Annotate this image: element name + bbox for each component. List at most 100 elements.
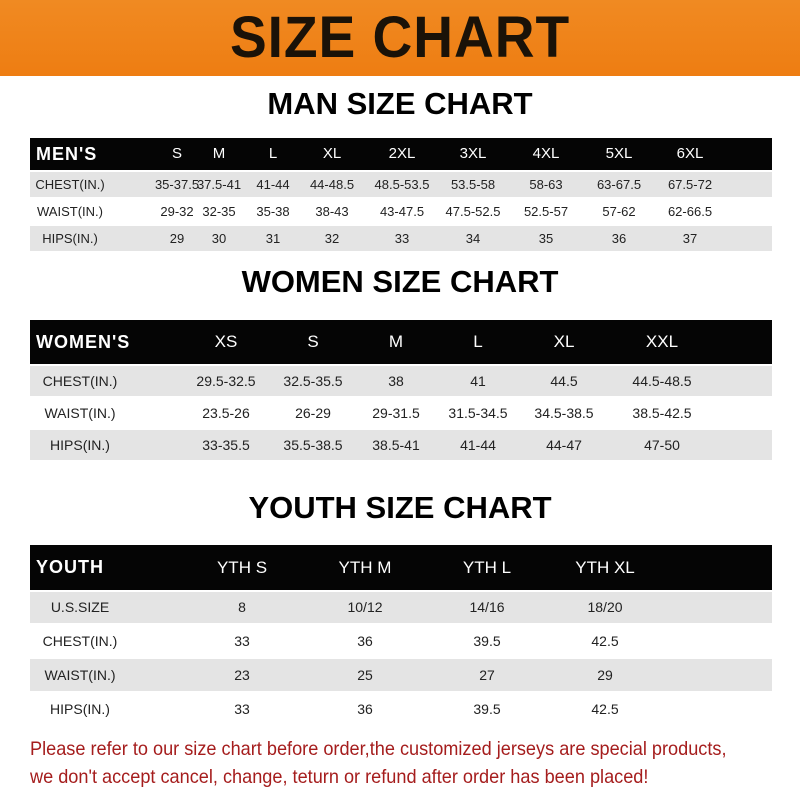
- notice-line-1: Please refer to our size chart before or…: [30, 738, 727, 760]
- table-cell: 37.5-41: [196, 177, 242, 192]
- size-header: XL: [322, 145, 342, 162]
- table-row: HIPS(IN.) 29 30 31 32 33 34 35 36 37: [30, 226, 772, 251]
- table-cell: 33: [234, 633, 250, 649]
- table-cell: 33-35.5: [202, 437, 250, 453]
- section-title: WOMEN SIZE CHART: [241, 264, 559, 299]
- size-header: XL: [553, 332, 575, 351]
- table-row: HIPS(IN.) 33-35.5 35.5-38.5 38.5-41 41-44 44-…: [30, 430, 772, 460]
- table-cell: 36: [357, 701, 373, 717]
- table-row: U.S.SIZE 8 10/12 14/16 18/20: [30, 592, 772, 623]
- table-cell: 41-44: [256, 177, 290, 192]
- size-header: YTH L: [462, 558, 512, 577]
- table-header-row: WOMEN'S XS S M L XL XXL: [30, 320, 772, 364]
- table-row: HIPS(IN.) 33 36 39.5 42.5: [30, 693, 772, 725]
- table-cell: 30: [211, 231, 227, 246]
- table-row: WAIST(IN.) 23 25 27 29: [30, 659, 772, 691]
- table-cell: 29.5-32.5: [196, 373, 256, 389]
- size-header: YTH M: [338, 558, 392, 577]
- row-label: CHEST(IN.): [35, 177, 105, 192]
- table-cell: 31: [265, 231, 281, 246]
- header-label: WOMEN'S: [36, 332, 131, 352]
- size-table: WOMEN'S XS S M L XL XXL CHEST(IN.) 29.5-32.5 32.5…: [30, 320, 772, 460]
- table-cell: 27: [479, 667, 495, 683]
- table-cell: 39.5: [473, 701, 501, 717]
- header-label: MEN'S: [36, 144, 98, 164]
- table-cell: 52.5-57: [523, 204, 569, 219]
- table-cell: 34.5-38.5: [534, 405, 594, 421]
- size-header: M: [388, 332, 404, 351]
- table-cell: 29: [169, 231, 185, 246]
- table-cell: 35.5-38.5: [283, 437, 343, 453]
- table-cell: 23.5-26: [202, 405, 250, 421]
- notice: Please refer to our size chart before or…: [30, 735, 737, 791]
- table-cell: 62-66.5: [667, 204, 713, 219]
- table-cell: 67.5-72: [667, 177, 713, 192]
- size-header: YTH S: [216, 558, 268, 577]
- table-cell: 34: [465, 231, 481, 246]
- table-cell: 37: [682, 231, 698, 246]
- table-cell: 44-47: [546, 437, 582, 453]
- table-cell: 38: [388, 373, 404, 389]
- table-cell: 29: [597, 667, 613, 683]
- table-cell: 18/20: [587, 599, 623, 615]
- size-table: YOUTH YTH S YTH M YTH L YTH XL U.S.SIZE 8 10/12…: [30, 545, 772, 725]
- table-cell: 36: [611, 231, 627, 246]
- table-cell: 32: [324, 231, 340, 246]
- table-cell: 33: [394, 231, 410, 246]
- table-row: CHEST(IN.) 33 36 39.5 42.5: [30, 625, 772, 657]
- table-cell: 23: [234, 667, 250, 683]
- table-cell: 44.5-48.5: [632, 373, 692, 389]
- table-cell: 29-31.5: [372, 405, 420, 421]
- size-header: 3XL: [459, 145, 487, 162]
- table-cell: 35: [538, 231, 554, 246]
- table-cell: 63-67.5: [596, 177, 642, 192]
- row-label: CHEST(IN.): [42, 373, 118, 389]
- size-header: M: [212, 145, 226, 162]
- table-row: WAIST(IN.) 29-32 32-35 35-38 38-43 43-47.5 47.…: [30, 199, 772, 224]
- table-cell: 14/16: [469, 599, 505, 615]
- row-label: WAIST(IN.): [44, 405, 116, 421]
- row-label: HIPS(IN.): [50, 437, 110, 453]
- table-cell: 26-29: [295, 405, 331, 421]
- table-header-row: MEN'S S M L XL 2XL 3XL 4XL 5XL 6XL: [30, 138, 772, 170]
- table-cell: 41: [470, 373, 486, 389]
- section-title: YOUTH SIZE CHART: [248, 490, 552, 525]
- table-cell: 44.5: [550, 373, 578, 389]
- table-cell: 10/12: [347, 599, 383, 615]
- size-header: S: [307, 332, 319, 351]
- table-cell: 41-44: [460, 437, 496, 453]
- table-row: CHEST(IN.) 29.5-32.5 32.5-35.5 38 41 44.5 44.5…: [30, 366, 772, 396]
- table-cell: 42.5: [591, 633, 619, 649]
- table-cell: 38.5-41: [372, 437, 420, 453]
- size-header: 4XL: [532, 145, 560, 162]
- table-cell: 57-62: [602, 204, 636, 219]
- row-label: WAIST(IN.): [37, 204, 103, 219]
- size-header: 5XL: [605, 145, 633, 162]
- table-cell: 35-38: [256, 204, 290, 219]
- section-title: MAN SIZE CHART: [267, 86, 533, 121]
- table-row: WAIST(IN.) 23.5-26 26-29 29-31.5 31.5-34.5 34…: [30, 398, 772, 428]
- table-cell: 53.5-58: [450, 177, 496, 192]
- banner-title: SIZE CHART: [229, 5, 571, 70]
- table-header-row: YOUTH YTH S YTH M YTH L YTH XL: [30, 545, 772, 590]
- table-cell: 47-50: [644, 437, 680, 453]
- table-cell: 31.5-34.5: [448, 405, 508, 421]
- notice-line-2: we don't accept cancel, change, teturn o…: [30, 766, 649, 788]
- size-header: L: [473, 332, 483, 351]
- size-header: XXL: [645, 332, 679, 351]
- table-cell: 32-35: [202, 204, 236, 219]
- size-header: L: [268, 145, 278, 162]
- table-cell: 32.5-35.5: [283, 373, 343, 389]
- size-header: 2XL: [388, 145, 416, 162]
- table-cell: 42.5: [591, 701, 619, 717]
- size-header: XS: [214, 332, 238, 351]
- banner: SIZE CHART: [0, 0, 800, 76]
- row-label: HIPS(IN.): [50, 701, 110, 717]
- table-cell: 8: [238, 599, 246, 615]
- table-cell: 33: [234, 701, 250, 717]
- table-cell: 44-48.5: [309, 177, 355, 192]
- table-cell: 38-43: [315, 204, 349, 219]
- table-cell: 38.5-42.5: [632, 405, 692, 421]
- size-table: MEN'S S M L XL 2XL 3XL 4XL 5XL 6XL CHEST(IN.) 35-37…: [30, 138, 772, 251]
- size-header: S: [171, 145, 183, 162]
